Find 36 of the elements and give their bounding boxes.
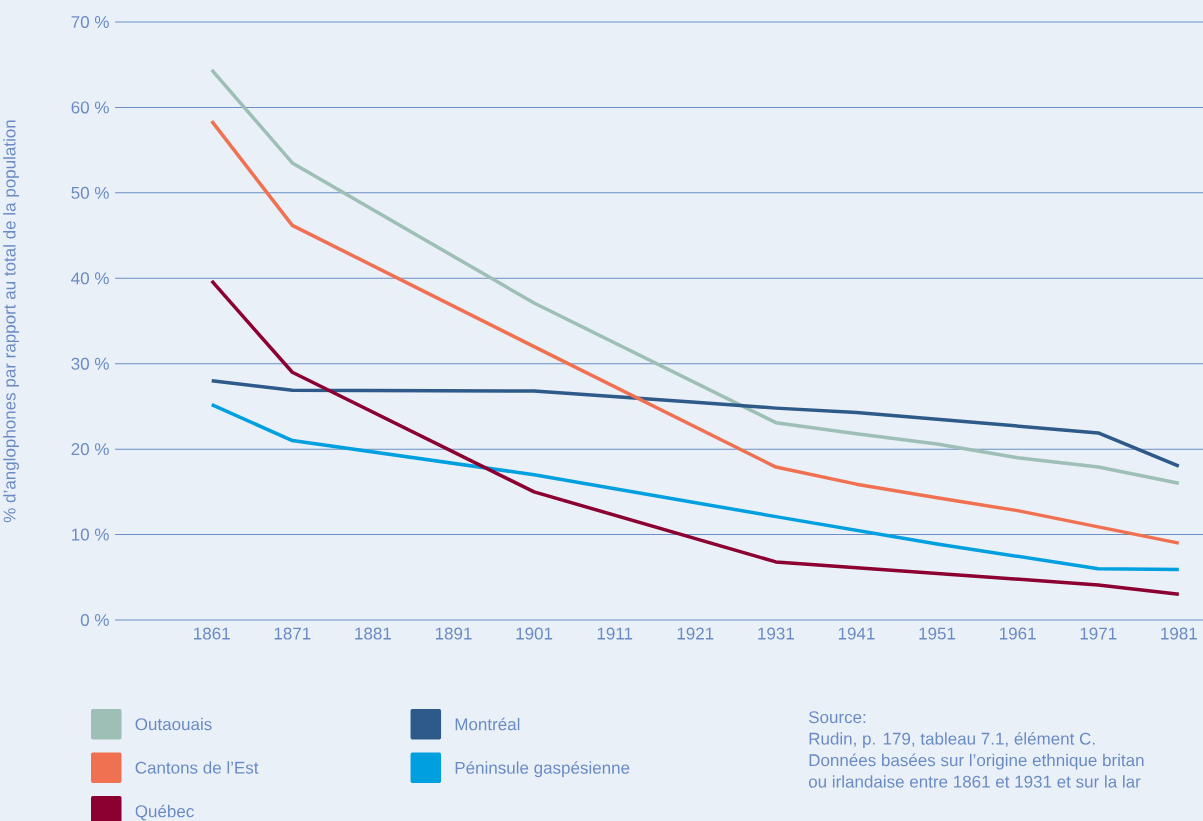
legend-label: Montréal: [455, 717, 520, 731]
x-tick-label: 1951: [919, 627, 956, 640]
y-tick-label: 70 %: [71, 15, 109, 29]
y-tick-label: 10 %: [72, 528, 109, 541]
x-tick-label: 1961: [1000, 627, 1036, 640]
x-tick-label: 1901: [516, 627, 553, 640]
x-tick-label: 1921: [677, 627, 714, 640]
line-series: [209, 119, 1181, 545]
x-tick-label: 1861: [194, 627, 230, 640]
legend-label: Outaouais: [135, 717, 212, 731]
source-note: Source:: [808, 711, 866, 724]
y-tick-label: 30 %: [71, 357, 109, 370]
text: Rudin, p. 179, tableau 7.1, élément C.: [809, 732, 1095, 749]
x-tick-label: 1891: [435, 627, 472, 640]
y-tick-label: 0 %: [80, 613, 109, 627]
y-tick-label: 60 %: [71, 101, 109, 114]
x-tick-label: 1981: [1161, 627, 1197, 640]
line-series: [209, 68, 1181, 486]
y-tick-label: 20 %: [71, 443, 109, 456]
legend-label: Cantons de l’Est: [135, 761, 259, 774]
x-tick-label: 1871: [274, 627, 311, 640]
y-axis-title: % d’anglophones par rapport au total de la population: [3, 120, 19, 523]
y-tick-label: 50 %: [71, 186, 109, 199]
legend-label: Péninsule gaspésienne: [455, 761, 630, 778]
x-tick-label: 1931: [758, 627, 794, 640]
line-series: [209, 379, 1181, 468]
x-tick-label: 1911: [597, 627, 633, 640]
x-tick-label: 1941: [838, 627, 875, 640]
text: ou irlandaise entre 1861 et 1931 et sur la lar: [808, 775, 1141, 788]
text: Données basées sur l’origine ethnique britan: [809, 753, 1144, 770]
line-series: [209, 402, 1181, 572]
x-tick-label: 1881: [355, 627, 391, 640]
x-tick-label: 1971: [1080, 627, 1117, 640]
line-series: [209, 279, 1181, 597]
legend-label: Québec: [135, 804, 194, 821]
y-tick-label: 40 %: [71, 272, 109, 285]
